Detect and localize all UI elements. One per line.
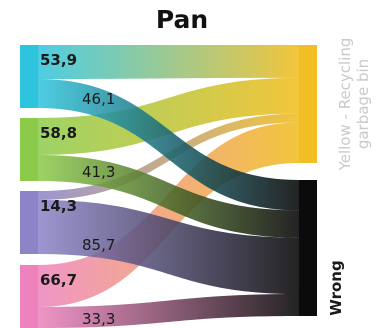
target-label-recycling: Yellow - Recyclinggarbage bin <box>336 38 372 172</box>
source-value-label: 14,3 <box>40 197 77 215</box>
flow-band <box>38 122 299 308</box>
flow-band <box>38 78 299 211</box>
flow-band <box>38 155 299 238</box>
source-value-label: 53,9 <box>40 51 77 69</box>
target-label-wrong: Wrong <box>327 260 345 315</box>
flow-band <box>38 200 299 295</box>
flow-value-label: 85,7 <box>82 236 115 254</box>
flow-value-label: 46,1 <box>82 90 115 108</box>
flow-value-label: 33,3 <box>82 310 115 328</box>
source-node <box>20 265 38 328</box>
flow-band <box>38 45 299 79</box>
target-node <box>299 180 317 316</box>
flow-band <box>38 77 299 156</box>
source-node <box>20 118 38 181</box>
flow-value-label: 41,3 <box>82 163 115 181</box>
source-node <box>20 191 38 254</box>
source-node <box>20 45 38 108</box>
source-value-label: 66,7 <box>40 271 77 289</box>
source-value-label: 58,8 <box>40 124 77 142</box>
chart-title: Pan <box>156 5 208 34</box>
flow-band <box>38 294 299 328</box>
target-node <box>299 45 317 163</box>
